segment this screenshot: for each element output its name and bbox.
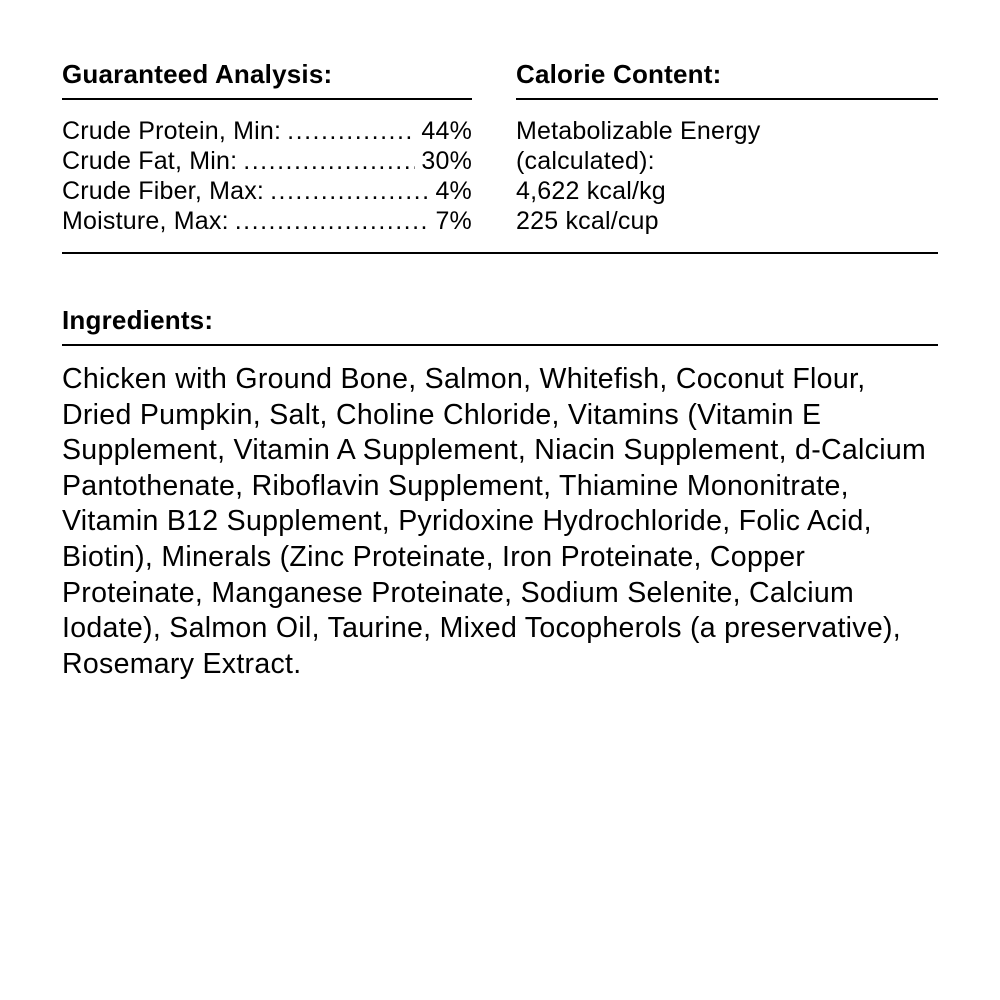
section-divider bbox=[62, 252, 938, 254]
analysis-label: Crude Protein, Min: bbox=[62, 117, 282, 145]
analysis-row: Crude Protein, Min: 44% bbox=[62, 116, 472, 146]
dot-leader bbox=[270, 176, 429, 206]
analysis-row: Crude Fat, Min: 30% bbox=[62, 146, 472, 176]
calorie-line: (calculated): bbox=[516, 147, 655, 175]
analysis-value: 4% bbox=[435, 177, 472, 205]
calorie-content-section: Calorie Content: Metabolizable Energy (c… bbox=[516, 56, 938, 236]
dot-leader bbox=[235, 206, 430, 236]
dot-leader bbox=[287, 116, 415, 146]
ingredients-text: Chicken with Ground Bone, Salmon, Whitef… bbox=[62, 363, 927, 680]
analysis-value: 7% bbox=[435, 207, 472, 235]
analysis-row: Crude Fiber, Max: 4% bbox=[62, 176, 472, 206]
calorie-line: 4,622 kcal/kg bbox=[516, 177, 666, 205]
analysis-value: 30% bbox=[421, 147, 472, 175]
calorie-lines: Metabolizable Energy (calculated): 4,622… bbox=[516, 100, 938, 236]
guaranteed-analysis-section: Guaranteed Analysis: Crude Protein, Min:… bbox=[62, 56, 472, 236]
analysis-label: Crude Fiber, Max: bbox=[62, 177, 265, 205]
ingredients-section: Ingredients: Chicken with Ground Bone, S… bbox=[62, 302, 938, 682]
calorie-line: 225 kcal/cup bbox=[516, 207, 659, 235]
calorie-content-heading: Calorie Content: bbox=[516, 56, 938, 100]
calorie-line: Metabolizable Energy bbox=[516, 117, 761, 145]
dot-leader bbox=[243, 146, 415, 176]
analysis-value: 44% bbox=[421, 117, 472, 145]
analysis-label: Crude Fat, Min: bbox=[62, 147, 238, 175]
analysis-label: Moisture, Max: bbox=[62, 207, 229, 235]
analysis-row: Moisture, Max: 7% bbox=[62, 206, 472, 236]
analysis-rows: Crude Protein, Min: 44% Crude Fat, Min: 30… bbox=[62, 100, 472, 236]
guaranteed-analysis-heading: Guaranteed Analysis: bbox=[62, 56, 472, 100]
ingredients-heading: Ingredients: bbox=[62, 302, 938, 346]
